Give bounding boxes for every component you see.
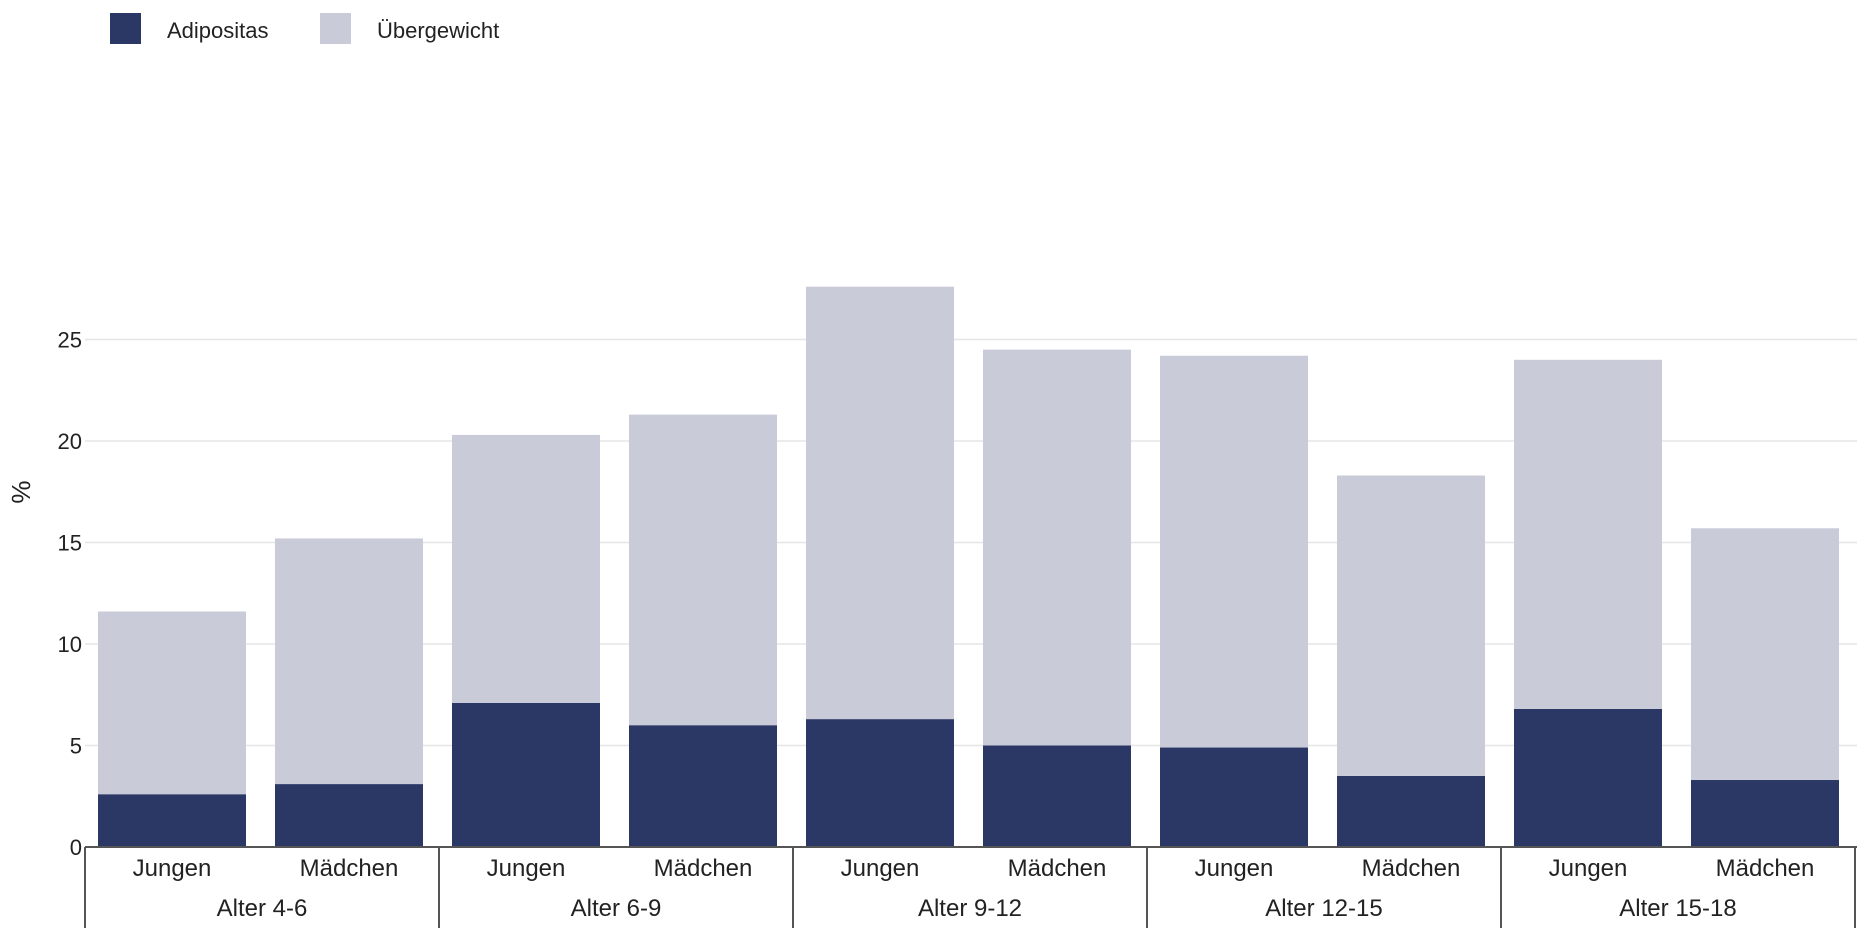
bar-alter-9-12-maedchen-uebergewicht — [983, 349, 1131, 746]
x-label-alter-12-15-jungen: Jungen — [1195, 855, 1274, 882]
bar-alter-6-9-jungen-adipositas — [452, 702, 600, 847]
x-label-alter-9-12-maedchen: Mädchen — [1008, 855, 1107, 882]
bar-alter-15-18-jungen-uebergewicht — [1514, 359, 1662, 709]
bar-alter-12-15-jungen-adipositas — [1160, 747, 1308, 847]
y-tick-5: 5 — [70, 734, 82, 759]
bar-alter-6-9-maedchen-uebergewicht — [629, 414, 777, 726]
group-label-alter-9-12: Alter 9-12 — [918, 895, 1022, 922]
bar-alter-4-6-maedchen-uebergewicht — [275, 538, 423, 785]
x-label-alter-15-18-jungen: Jungen — [1549, 855, 1628, 882]
x-label-alter-15-18-maedchen: Mädchen — [1716, 855, 1815, 882]
x-label-alter-4-6-jungen: Jungen — [133, 855, 212, 882]
bar-alter-12-15-maedchen-uebergewicht — [1337, 475, 1485, 776]
legend-label-adipositas: Adipositas — [167, 18, 269, 43]
y-tick-25: 25 — [58, 328, 82, 353]
bars — [98, 286, 1839, 847]
bar-alter-15-18-maedchen-adipositas — [1691, 780, 1839, 847]
x-label-alter-6-9-jungen: Jungen — [487, 855, 566, 882]
x-label-alter-4-6-maedchen: Mädchen — [300, 855, 399, 882]
bar-alter-15-18-jungen-adipositas — [1514, 708, 1662, 847]
x-label-alter-9-12-jungen: Jungen — [841, 855, 920, 882]
bar-alter-12-15-jungen-uebergewicht — [1160, 355, 1308, 748]
bar-alter-12-15-maedchen-adipositas — [1337, 775, 1485, 847]
y-tick-20: 20 — [58, 429, 82, 454]
legend-label-uebergewicht: Übergewicht — [377, 18, 499, 43]
y-tick-0: 0 — [70, 835, 82, 860]
legend-swatch-uebergewicht — [320, 13, 351, 44]
bar-alter-9-12-jungen-adipositas — [806, 719, 954, 847]
y-tick-10: 10 — [58, 632, 82, 657]
bar-alter-4-6-jungen-uebergewicht — [98, 611, 246, 795]
legend-swatch-adipositas — [110, 13, 141, 44]
bar-alter-9-12-maedchen-adipositas — [983, 745, 1131, 847]
y-axis-ticks: 0 5 10 15 20 25 — [58, 328, 82, 861]
bar-alter-4-6-maedchen-adipositas — [275, 784, 423, 847]
legend: Adipositas Übergewicht — [110, 13, 499, 44]
group-label-alter-6-9: Alter 6-9 — [571, 895, 662, 922]
x-label-alter-6-9-maedchen: Mädchen — [654, 855, 753, 882]
bar-alter-15-18-maedchen-uebergewicht — [1691, 528, 1839, 781]
y-axis-title: % — [6, 480, 36, 503]
group-label-alter-12-15: Alter 12-15 — [1265, 895, 1382, 922]
bar-alter-6-9-maedchen-adipositas — [629, 725, 777, 847]
group-label-alter-15-18: Alter 15-18 — [1619, 895, 1736, 922]
bar-alter-9-12-jungen-uebergewicht — [806, 286, 954, 720]
bar-alter-4-6-jungen-adipositas — [98, 794, 246, 847]
y-tick-15: 15 — [58, 531, 82, 556]
x-label-alter-12-15-maedchen: Mädchen — [1362, 855, 1461, 882]
group-label-alter-4-6: Alter 4-6 — [217, 895, 308, 922]
bar-alter-6-9-jungen-uebergewicht — [452, 434, 600, 703]
